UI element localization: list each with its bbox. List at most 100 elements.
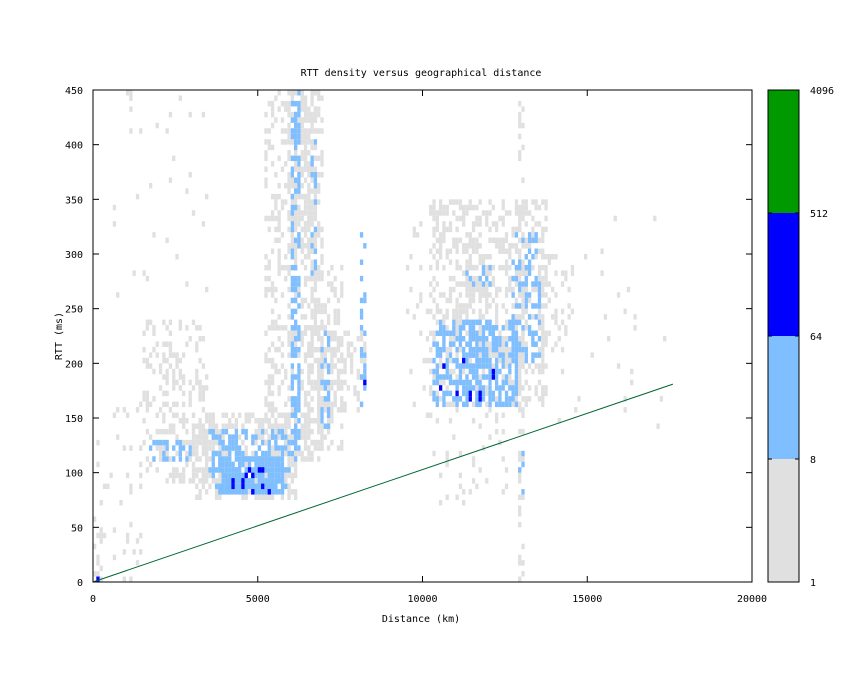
density-cell <box>313 297 318 304</box>
density-cell <box>270 144 275 151</box>
density-cell <box>320 117 324 123</box>
density-cell <box>557 418 561 424</box>
density-cell <box>93 516 97 522</box>
density-cell <box>158 428 163 435</box>
density-cell <box>280 379 285 386</box>
density-cell <box>534 390 538 397</box>
density-cell <box>452 379 456 386</box>
density-cell <box>237 456 242 462</box>
density-cell <box>478 325 482 331</box>
density-cell <box>303 275 308 282</box>
density-cell <box>452 314 456 320</box>
density-cell <box>521 461 525 468</box>
density-cell <box>511 352 515 358</box>
density-cell <box>518 292 522 298</box>
density-cell <box>294 341 298 347</box>
density-cell <box>613 215 617 222</box>
density-cell <box>261 418 265 424</box>
density-cell <box>317 188 321 194</box>
density-cell <box>181 439 186 446</box>
density-cell <box>310 155 314 162</box>
density-cell <box>280 264 285 271</box>
density-cell <box>475 396 479 402</box>
density-cell <box>237 483 242 490</box>
density-cell <box>412 232 416 238</box>
density-cell <box>290 489 294 495</box>
density-cell <box>521 325 525 331</box>
density-cell <box>320 363 324 369</box>
density-cell <box>224 428 229 435</box>
density-cell <box>340 379 344 386</box>
y-tick-label: 250 <box>65 305 83 316</box>
density-cell <box>323 407 327 413</box>
density-cell <box>320 161 324 167</box>
density-cell <box>442 363 446 369</box>
density-cell <box>96 560 100 566</box>
density-cell <box>323 401 327 408</box>
density-cell <box>494 292 499 298</box>
density-cell <box>158 407 163 413</box>
density-cell <box>254 450 258 457</box>
density-cell <box>270 461 275 468</box>
density-cell <box>478 346 482 353</box>
density-cell <box>267 144 271 151</box>
density-cell <box>313 248 318 254</box>
density-cell <box>531 254 535 260</box>
density-cell <box>205 434 209 440</box>
density-cell <box>208 423 212 429</box>
density-cell <box>290 341 294 347</box>
density-cell <box>139 445 143 451</box>
density-cell <box>317 155 321 162</box>
density-cell <box>310 308 314 315</box>
density-cell <box>185 439 189 446</box>
density-cell <box>656 423 660 429</box>
density-cell <box>514 390 519 397</box>
density-cell <box>231 423 235 429</box>
density-cell <box>277 155 281 162</box>
density-cell <box>274 199 278 205</box>
density-cell <box>475 379 479 386</box>
density-cell <box>458 325 463 331</box>
density-cell <box>607 336 611 342</box>
density-cell <box>465 379 469 386</box>
density-cell <box>448 346 453 353</box>
density-cell <box>340 336 344 342</box>
density-cell <box>508 346 512 353</box>
density-cell <box>435 352 439 358</box>
density-cell <box>277 385 281 391</box>
density-cell <box>518 368 522 375</box>
density-cell <box>310 139 314 145</box>
density-cell <box>452 368 456 375</box>
density-cell <box>534 275 538 282</box>
density-cell <box>294 90 298 96</box>
density-cell <box>465 204 469 211</box>
density-cell <box>534 303 538 309</box>
density-cell <box>313 439 318 446</box>
density-cell <box>303 396 308 402</box>
density-cell <box>508 243 512 249</box>
density-cell <box>485 401 489 408</box>
density-cell <box>429 346 433 353</box>
density-cell <box>544 215 548 222</box>
density-cell <box>297 232 301 238</box>
density-cell <box>198 478 202 484</box>
density-cell <box>471 363 476 369</box>
density-cell <box>435 303 439 309</box>
density-cell <box>264 396 268 402</box>
density-cell <box>297 155 301 162</box>
density-cell <box>172 412 176 418</box>
density-cell <box>264 379 268 386</box>
density-cell <box>465 292 469 298</box>
density-cell <box>303 177 308 183</box>
density-cell <box>445 297 449 304</box>
density-cell <box>297 368 301 375</box>
density-cell <box>320 385 324 391</box>
density-cell <box>350 368 354 375</box>
density-cell <box>600 248 604 254</box>
density-cell <box>435 341 439 347</box>
density-cell <box>333 363 337 369</box>
density-cell <box>274 423 278 429</box>
density-cell <box>409 286 413 293</box>
density-cell <box>300 106 304 112</box>
density-cell <box>504 237 509 244</box>
